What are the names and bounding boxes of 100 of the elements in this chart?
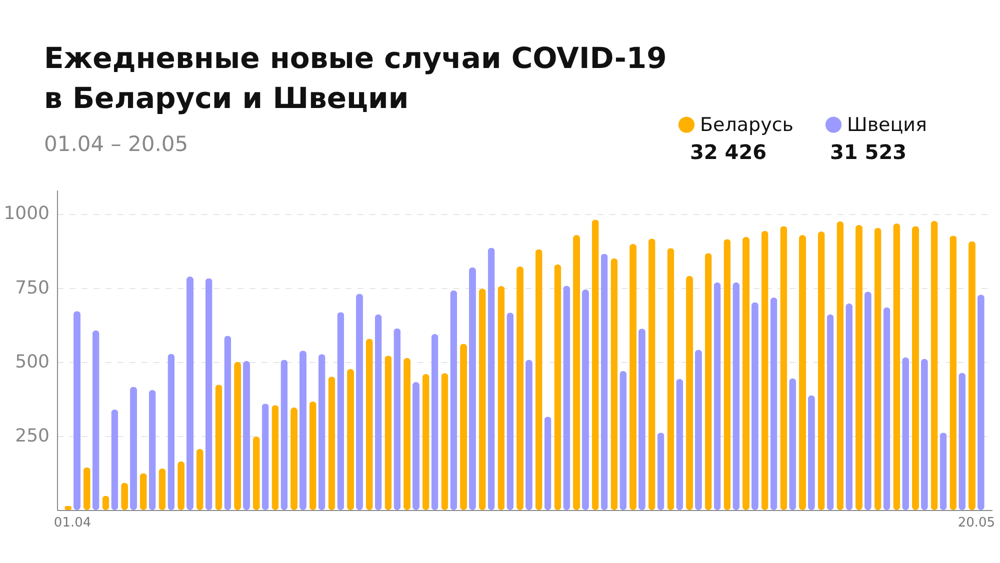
bar bbox=[630, 244, 637, 510]
bar bbox=[818, 231, 825, 510]
bar bbox=[384, 356, 392, 510]
bar bbox=[441, 373, 448, 510]
bar bbox=[299, 350, 306, 510]
bar bbox=[280, 360, 288, 510]
chart-subtitle: 01.04 – 20.05 bbox=[44, 132, 188, 156]
bar bbox=[215, 384, 222, 510]
bar bbox=[573, 235, 580, 510]
bar bbox=[328, 376, 336, 510]
bar bbox=[826, 314, 834, 510]
bar bbox=[563, 286, 570, 510]
bar bbox=[610, 258, 618, 510]
bar bbox=[347, 368, 354, 510]
bar bbox=[74, 311, 81, 510]
bar bbox=[582, 290, 589, 510]
bar bbox=[290, 407, 298, 510]
bar bbox=[902, 357, 910, 510]
bar bbox=[600, 254, 608, 510]
bar bbox=[516, 266, 524, 510]
bar bbox=[648, 238, 656, 510]
bar bbox=[544, 416, 552, 510]
bar bbox=[968, 241, 976, 510]
bar bbox=[422, 374, 430, 510]
bar bbox=[272, 405, 279, 510]
bar bbox=[468, 267, 476, 510]
bar bbox=[761, 230, 768, 510]
bar bbox=[478, 288, 486, 510]
bar bbox=[506, 312, 514, 510]
bar bbox=[196, 448, 204, 510]
bar bbox=[374, 314, 382, 510]
bar bbox=[856, 224, 862, 510]
bar bbox=[366, 338, 373, 510]
y-tick-label: 1000 bbox=[4, 203, 50, 224]
y-tick-label: 250 bbox=[15, 425, 50, 446]
bar bbox=[592, 220, 599, 510]
bar bbox=[234, 362, 242, 510]
y-tick-label: 750 bbox=[15, 277, 50, 298]
y-tick-label: 500 bbox=[15, 351, 50, 372]
bar bbox=[450, 290, 458, 510]
bar bbox=[554, 264, 562, 510]
bar bbox=[620, 371, 627, 510]
bar bbox=[252, 436, 260, 510]
bar bbox=[958, 372, 966, 510]
bar bbox=[694, 350, 702, 510]
bar bbox=[846, 303, 853, 510]
bar bbox=[808, 395, 815, 510]
bar bbox=[356, 294, 363, 510]
bar bbox=[667, 248, 674, 510]
bar bbox=[836, 221, 844, 510]
bar bbox=[242, 360, 250, 510]
bar bbox=[186, 276, 194, 510]
bar bbox=[168, 354, 175, 510]
bar bbox=[412, 382, 420, 510]
x-tick-label: 01.04 bbox=[54, 516, 92, 530]
bar bbox=[309, 402, 316, 510]
bar bbox=[704, 253, 712, 510]
bar bbox=[262, 404, 269, 510]
bar bbox=[920, 358, 928, 510]
bar bbox=[789, 378, 796, 510]
chart-title: Ежедневные новые случаи COVID-19 в Беларуси и Швеции bbox=[44, 40, 667, 117]
bar bbox=[498, 286, 505, 510]
bar bbox=[912, 226, 919, 510]
bar bbox=[337, 312, 344, 510]
bar bbox=[92, 330, 100, 510]
bar bbox=[864, 292, 872, 510]
x-tick-label: 20.05 bbox=[958, 516, 996, 530]
bar bbox=[488, 248, 495, 510]
bar bbox=[732, 282, 740, 510]
bar bbox=[950, 236, 957, 510]
bar bbox=[130, 386, 138, 510]
bar bbox=[657, 432, 664, 510]
bar bbox=[770, 298, 778, 510]
bar bbox=[224, 336, 232, 510]
text: 32 426 bbox=[690, 140, 767, 164]
bar bbox=[460, 344, 468, 510]
bar bbox=[638, 328, 646, 510]
bar bbox=[318, 354, 326, 510]
bar bbox=[686, 276, 694, 510]
bar bbox=[893, 223, 900, 510]
legend-label: Беларусь bbox=[700, 114, 794, 136]
bar bbox=[742, 236, 750, 510]
text: 31 523 bbox=[830, 140, 907, 164]
bar bbox=[724, 239, 731, 510]
bar bbox=[394, 328, 401, 510]
bar bbox=[535, 249, 542, 510]
bar bbox=[111, 410, 118, 510]
bar bbox=[148, 390, 156, 510]
bar bbox=[751, 302, 758, 510]
bar bbox=[883, 307, 890, 510]
bar bbox=[676, 379, 684, 510]
bar bbox=[977, 294, 984, 510]
bar bbox=[205, 278, 212, 510]
bar bbox=[799, 235, 806, 510]
bar bbox=[930, 220, 938, 510]
legend-label: Швеция bbox=[847, 114, 927, 136]
bar bbox=[525, 360, 532, 510]
bar bbox=[780, 226, 788, 510]
bar bbox=[874, 228, 882, 510]
bar bbox=[940, 432, 947, 510]
